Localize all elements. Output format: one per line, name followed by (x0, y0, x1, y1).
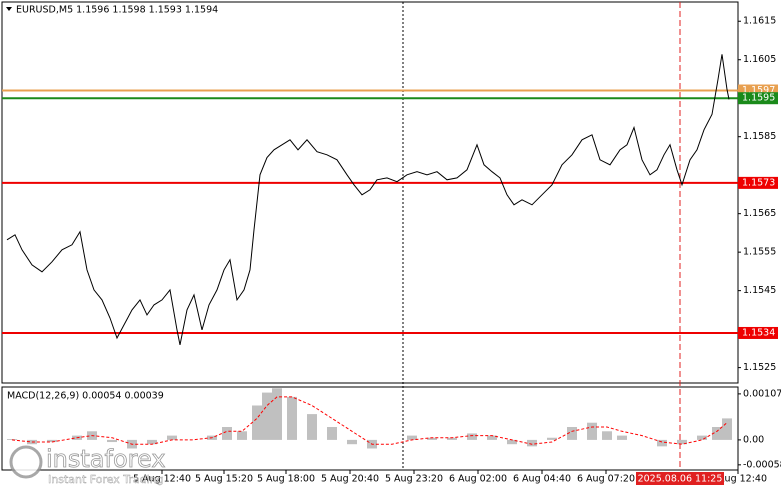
macd-bar (107, 439, 117, 443)
y-tick-label: 1.1545 (743, 285, 776, 296)
chart-title: EURUSD,M5 1.1596 1.1598 1.1593 1.1594 (16, 5, 218, 16)
macd-bar (7, 439, 17, 440)
macd-panel (1, 386, 739, 471)
macd-bar (567, 426, 577, 440)
macd-bar (252, 405, 262, 440)
macd-bar (602, 431, 612, 440)
macd-bar (327, 426, 337, 440)
x-tick-label: 5 Aug 20:40 (321, 474, 379, 485)
macd-bar (677, 439, 687, 445)
cursor-label-box (636, 472, 724, 485)
macd-bar (617, 435, 627, 440)
macd-bar (262, 392, 272, 440)
macd-bar (147, 439, 157, 445)
x-tick-label: 5 Aug 23:20 (385, 474, 443, 485)
main-panel (1, 1, 739, 384)
macd-bar (407, 435, 417, 440)
macd-bar (507, 439, 517, 445)
macd-bar (467, 433, 477, 440)
y-tick-label: 1.1585 (743, 131, 776, 142)
x-tick-label: 5 Aug 18:00 (257, 474, 315, 485)
cursor-label: 2025.08.06 11:25 (638, 474, 723, 485)
macd-bar (307, 414, 317, 440)
macd-bar (287, 396, 297, 440)
macd-bar (722, 418, 732, 440)
y-tick-label: 1.1525 (743, 362, 776, 373)
price-line (6, 54, 730, 345)
brand: instaforex (46, 445, 166, 473)
watermark: instaforex Instant Forex Trading (9, 445, 166, 486)
level-label: 1.1573 (742, 177, 775, 188)
x-tick-label: 5 Aug 12:40 (133, 474, 191, 485)
logo (9, 445, 43, 479)
macd-bar (167, 435, 177, 440)
macd-bar (427, 437, 437, 440)
macd-bar (712, 426, 722, 440)
x-tick-label: 6 Aug 07:20 (577, 474, 635, 485)
y-tick-label: 0.00107 (743, 388, 781, 399)
y-tick-label: 0.00 (743, 434, 764, 445)
level-label: 1.1595 (742, 93, 775, 104)
macd-bar (47, 439, 57, 443)
macd-bar (547, 437, 557, 440)
x-tick-label: 5 Aug 15:20 (195, 474, 253, 485)
macd-bar (447, 437, 457, 440)
y-tick-label: 1.1615 (743, 16, 776, 27)
x-tick-label: 6 Aug 12:40 (709, 474, 767, 485)
macd-bar (527, 439, 537, 447)
macd-bar (587, 422, 597, 440)
x-tick-label: 6 Aug 02:00 (449, 474, 507, 485)
slogan: Instant Forex Trading (48, 473, 164, 486)
level-label: 1.1534 (742, 327, 775, 338)
y-tick-label: 1.1555 (743, 247, 776, 258)
macd-bar (697, 435, 707, 440)
y-tick-label: 1.1565 (743, 208, 776, 219)
level-label-box (738, 92, 778, 105)
menu-triangle (6, 7, 12, 11)
macd-bar (657, 439, 667, 447)
y-tick-label: -0.00058 (743, 459, 781, 470)
level-label-box (738, 326, 778, 339)
macd-bar (487, 435, 497, 440)
macd-bar (347, 439, 357, 445)
x-tick-label: 6 Aug 04:40 (513, 474, 571, 485)
signal-line (11, 396, 728, 445)
level-label-box (738, 176, 778, 189)
macd-bar (237, 431, 247, 440)
y-tick-label: 1.1605 (743, 54, 776, 65)
macd-bar (272, 388, 282, 440)
macd-title: MACD(12,26,9) 0.00054 0.00039 (7, 391, 164, 402)
level-label: 1.1597 (742, 85, 775, 96)
macd-bar (222, 426, 232, 440)
